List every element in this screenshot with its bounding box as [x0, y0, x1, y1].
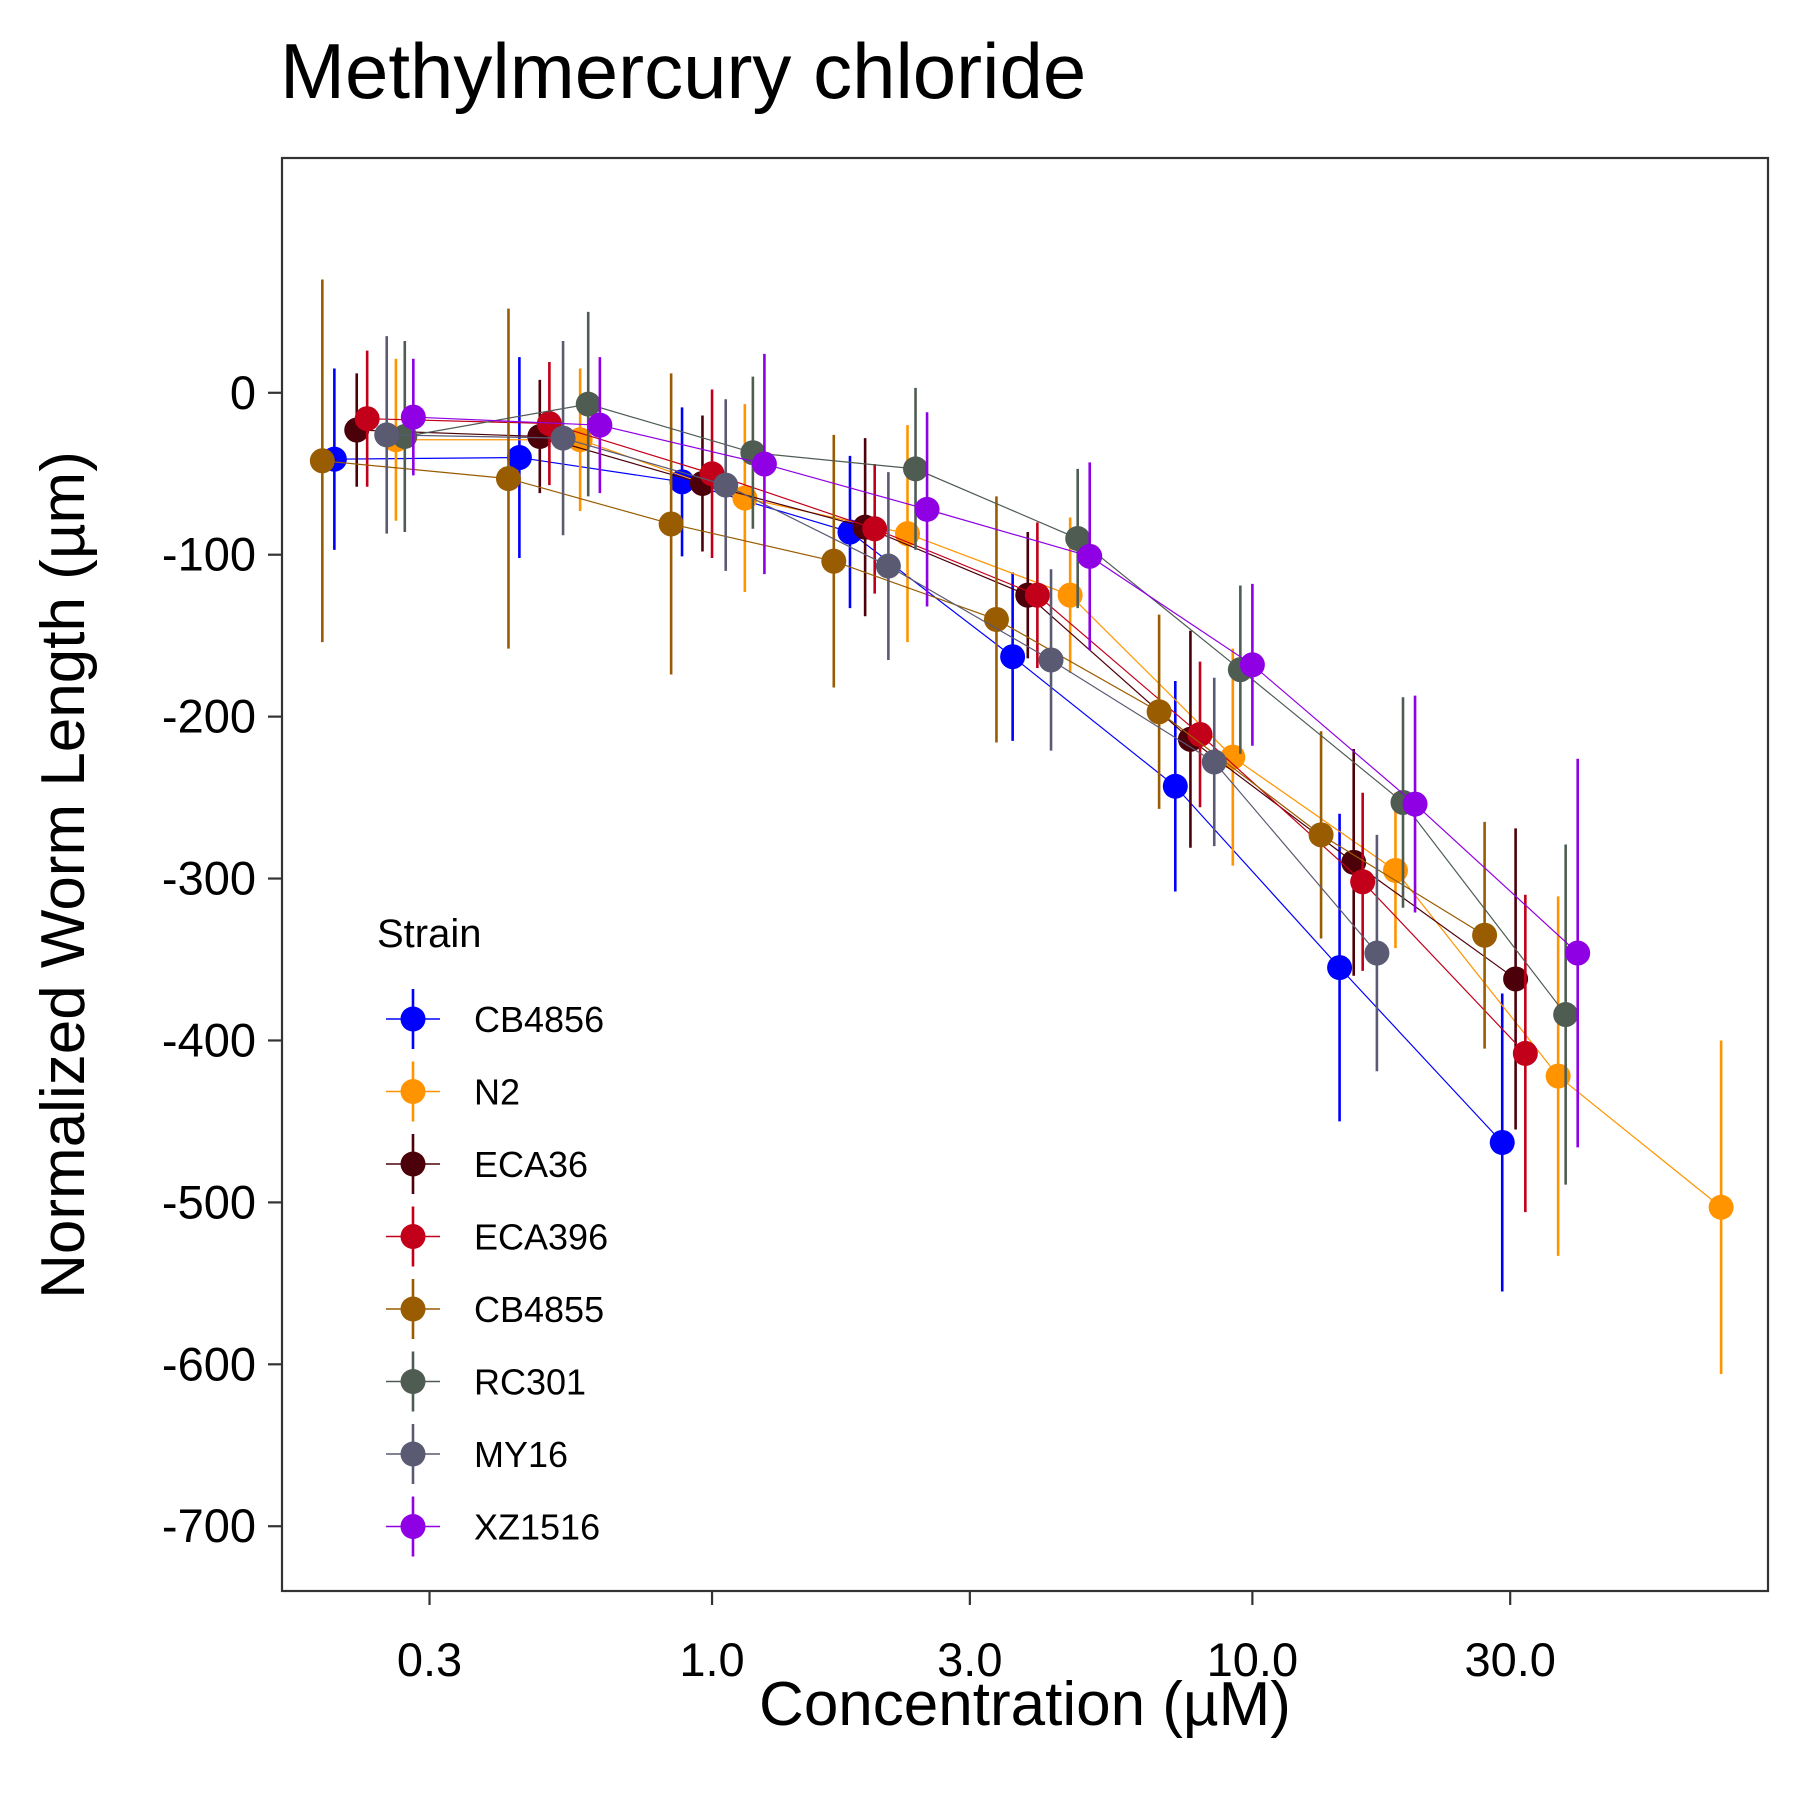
legend-label: CB4856: [474, 999, 604, 1040]
data-point: [1038, 647, 1064, 673]
legend-item-xz1516: XZ1516: [386, 1496, 600, 1557]
x-tick-label: 30.0: [1464, 1633, 1555, 1686]
data-point: [1201, 749, 1227, 775]
data-point: [1565, 940, 1591, 966]
data-point: [1162, 773, 1188, 799]
legend-label: MY16: [474, 1434, 568, 1475]
data-point: [862, 516, 888, 542]
x-tick-label: 10.0: [1207, 1633, 1298, 1686]
y-tick-label: -100: [162, 528, 256, 581]
data-point: [875, 553, 901, 579]
legend-title: Strain: [377, 912, 482, 956]
legend-item-eca396: ECA396: [386, 1206, 608, 1267]
data-point: [1364, 940, 1390, 966]
data-point: [1308, 822, 1334, 848]
data-point: [309, 448, 335, 474]
legend-key: [400, 1296, 426, 1322]
x-tick-label: 0.3: [397, 1633, 462, 1686]
data-point: [1553, 1002, 1579, 1028]
data-point: [392, 424, 418, 450]
y-tick-label: -500: [162, 1175, 256, 1228]
x-tick-label: 3.0: [937, 1633, 1002, 1686]
data-point: [506, 445, 532, 471]
legend-key: [400, 1224, 426, 1249]
data-point: [1512, 1040, 1538, 1066]
data-point: [495, 466, 521, 492]
data-point: [821, 548, 847, 574]
data-point: [1327, 955, 1353, 981]
series-line: [367, 418, 1526, 1054]
data-point: [550, 425, 576, 451]
series-line: [413, 416, 1579, 954]
x-tick-label: 1.0: [679, 1633, 744, 1686]
y-tick-label: -400: [162, 1013, 256, 1066]
x-axis: 0.3 1.0 3.0 10.0 30.0: [397, 1591, 1556, 1686]
data-point: [751, 451, 777, 477]
data-point: [1350, 869, 1376, 895]
x-axis-label: Concentration (µM): [759, 1670, 1291, 1739]
legend-key: [400, 1079, 426, 1104]
data-point: [1065, 526, 1091, 552]
data-point: [983, 606, 1009, 632]
data-point: [1708, 1194, 1734, 1220]
y-tick-label: -700: [162, 1499, 256, 1552]
legend-key: [400, 1151, 426, 1177]
data-point: [374, 422, 400, 448]
data-point: [1239, 652, 1265, 678]
legend-label: ECA396: [474, 1217, 608, 1258]
y-tick-label: 0: [230, 366, 256, 419]
data-point: [1024, 582, 1050, 608]
data-point: [400, 404, 426, 430]
series-line: [404, 403, 1567, 1015]
data-point: [914, 496, 940, 522]
legend-key: [400, 1441, 426, 1467]
data-point: [1187, 721, 1213, 747]
y-tick-label: -300: [162, 852, 256, 905]
data-point: [587, 412, 613, 438]
legend-key: [400, 1369, 426, 1394]
data-point: [354, 406, 380, 432]
legend-label: RC301: [474, 1362, 586, 1403]
data-point: [1472, 922, 1498, 948]
legend-item-my16: MY16: [386, 1424, 568, 1484]
series-line: [334, 456, 1503, 1143]
series-layer: [309, 279, 1734, 1375]
data-point: [1402, 791, 1428, 817]
plot-panel-border: [280, 156, 1770, 1593]
series-xz1516: [400, 353, 1591, 1148]
data-point: [658, 511, 684, 537]
legend-label: XZ1516: [474, 1507, 600, 1548]
y-tick-label: -600: [162, 1337, 256, 1390]
data-point: [1503, 966, 1529, 992]
data-point: [1146, 699, 1172, 725]
legend-key: [400, 1514, 426, 1539]
data-point: [1489, 1129, 1515, 1155]
legend-item-eca36: ECA36: [386, 1134, 588, 1194]
legend-label: CB4855: [474, 1289, 604, 1330]
legend-item-rc301: RC301: [386, 1351, 586, 1412]
series-cb4855: [309, 279, 1498, 1049]
y-tick-label: -200: [162, 690, 256, 743]
y-axis: 0 -100 -200 -300 -400 -500 -600 -700: [162, 366, 282, 1552]
chart-title: Methylmercury chloride: [280, 27, 1086, 115]
data-point: [713, 472, 739, 498]
legend-label: ECA36: [474, 1144, 588, 1185]
legend-item-n2: N2: [386, 1061, 520, 1122]
legend: Strain CB4856 N2 ECA36 ECA396 CB4855 RC301 MY1…: [377, 912, 608, 1557]
y-axis-label: Normalized Worm Length (µm): [29, 451, 98, 1299]
legend-item-cb4856: CB4856: [386, 989, 604, 1049]
data-point: [1000, 644, 1026, 670]
data-point: [903, 456, 929, 482]
series-line: [322, 460, 1485, 936]
data-point: [1077, 543, 1103, 569]
data-point: [575, 391, 601, 417]
series-my16: [374, 336, 1390, 1072]
legend-label: N2: [474, 1072, 520, 1113]
legend-key: [400, 1006, 426, 1032]
legend-item-cb4855: CB4855: [386, 1279, 604, 1339]
